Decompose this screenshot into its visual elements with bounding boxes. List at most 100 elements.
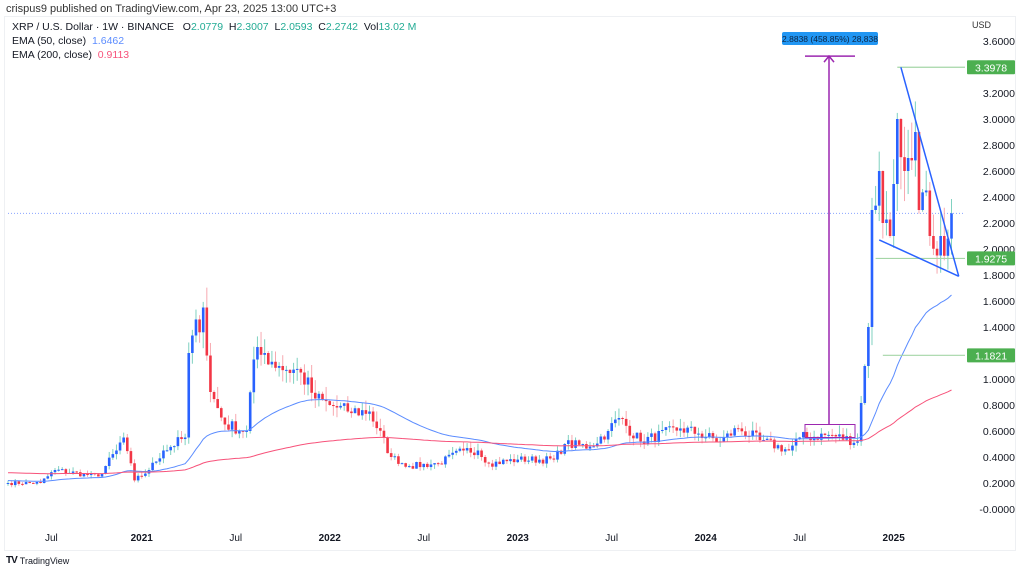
- candle-body: [274, 361, 277, 368]
- candle-body: [411, 466, 415, 469]
- candle-body: [494, 461, 498, 467]
- y-tick-label: -0.0000: [979, 504, 1015, 516]
- candle-body: [162, 450, 165, 459]
- candle-body: [820, 433, 823, 440]
- candle-body: [28, 482, 31, 484]
- candle-body: [281, 366, 285, 371]
- candle-body: [321, 393, 324, 400]
- candle-body: [668, 426, 671, 428]
- tradingview-logo[interactable]: TV TradingView: [6, 555, 69, 566]
- currency-label: USD: [972, 20, 992, 30]
- candle-body: [480, 450, 483, 458]
- candle-body: [588, 446, 592, 449]
- candle-body: [21, 483, 24, 485]
- candle-body: [169, 446, 172, 451]
- candle-body: [689, 426, 693, 428]
- candle-body: [10, 483, 13, 486]
- candle-body: [223, 417, 227, 425]
- volume-value: 13.02 M: [378, 21, 417, 33]
- tv-logo-icon: TV: [6, 555, 18, 566]
- measure-label-box: [782, 32, 878, 45]
- candle-body: [447, 454, 451, 457]
- ema200-value: 0.9113: [97, 49, 130, 61]
- candle-body: [483, 457, 487, 463]
- symbol[interactable]: XRP / U.S. Dollar · 1W · BINANCE: [12, 21, 175, 33]
- y-tick-label: 2.6000: [983, 166, 1015, 178]
- candle-body: [881, 171, 885, 223]
- x-tick-label: 2021: [131, 533, 154, 544]
- candle-body: [201, 307, 205, 333]
- candle-body: [910, 158, 914, 161]
- x-tick-label: Jul: [605, 533, 618, 544]
- chart-frame: [4, 16, 1016, 551]
- candle-body: [632, 435, 635, 439]
- candle-body: [115, 450, 118, 455]
- legend-ema50[interactable]: EMA (50, close) 1.6462: [12, 34, 416, 48]
- candle-body: [946, 238, 950, 256]
- candle-body: [205, 307, 209, 356]
- candle-body: [942, 236, 946, 256]
- candle-body: [234, 421, 238, 434]
- candle-body: [180, 437, 183, 440]
- candle-body: [285, 369, 288, 371]
- candle-body: [787, 449, 791, 451]
- candle-body: [834, 434, 838, 437]
- candle-body: [661, 429, 664, 431]
- y-tick-label: 0.4000: [983, 452, 1015, 464]
- candle-body: [462, 448, 465, 451]
- y-tick-label: 2.4000: [983, 192, 1015, 204]
- ema200-label: EMA (200, close): [12, 49, 92, 61]
- candle-body: [740, 428, 744, 432]
- candle-body: [6, 483, 10, 484]
- candle-body: [389, 453, 393, 457]
- candle-body: [798, 437, 801, 439]
- candle-body: [646, 436, 650, 445]
- candle-body: [310, 377, 313, 393]
- candle-body: [60, 469, 64, 471]
- candle-body: [263, 353, 266, 355]
- candle-body: [183, 437, 187, 440]
- candle-body: [838, 434, 841, 437]
- candle-body: [339, 405, 342, 408]
- candle-body: [415, 461, 418, 469]
- candle-body: [393, 456, 397, 458]
- candle-body: [512, 459, 516, 463]
- candle-body: [350, 411, 353, 414]
- legend-symbol-row: XRP / U.S. Dollar · 1W · BINANCE O2.0779…: [12, 20, 416, 34]
- candle-body: [364, 410, 368, 414]
- candle-body: [129, 451, 133, 464]
- candle-body: [57, 469, 60, 471]
- candle-body: [256, 347, 259, 360]
- candle-body: [932, 236, 935, 249]
- legend-ema200[interactable]: EMA (200, close) 0.9113: [12, 48, 416, 62]
- candle-body: [556, 450, 559, 460]
- candle-body: [538, 459, 541, 463]
- candle-body: [50, 472, 53, 477]
- candle-body: [111, 454, 115, 458]
- y-tick-label: 3.2000: [983, 88, 1015, 100]
- candle-body: [426, 463, 429, 468]
- candle-body: [382, 430, 386, 438]
- level-price-badge: [967, 251, 1015, 266]
- candle-body: [708, 433, 711, 438]
- candle-body: [895, 119, 899, 184]
- candle-body: [599, 436, 603, 444]
- candle-body: [165, 450, 169, 452]
- candle-body: [346, 403, 350, 412]
- candle-body: [32, 482, 35, 484]
- candle-body: [371, 411, 375, 422]
- level-price-badge: [967, 348, 1015, 363]
- candle-body: [624, 418, 628, 426]
- ema50-label: EMA (50, close): [12, 35, 87, 47]
- candle-body: [776, 445, 780, 449]
- candle-body: [711, 433, 715, 439]
- candle-body: [888, 219, 892, 236]
- candle-body: [715, 438, 718, 442]
- candle-body: [473, 452, 476, 456]
- candle-body: [791, 445, 794, 451]
- candle-body: [726, 433, 729, 438]
- candle-body: [198, 319, 201, 333]
- x-tick-label: 2022: [319, 533, 342, 544]
- candle-body: [859, 402, 863, 442]
